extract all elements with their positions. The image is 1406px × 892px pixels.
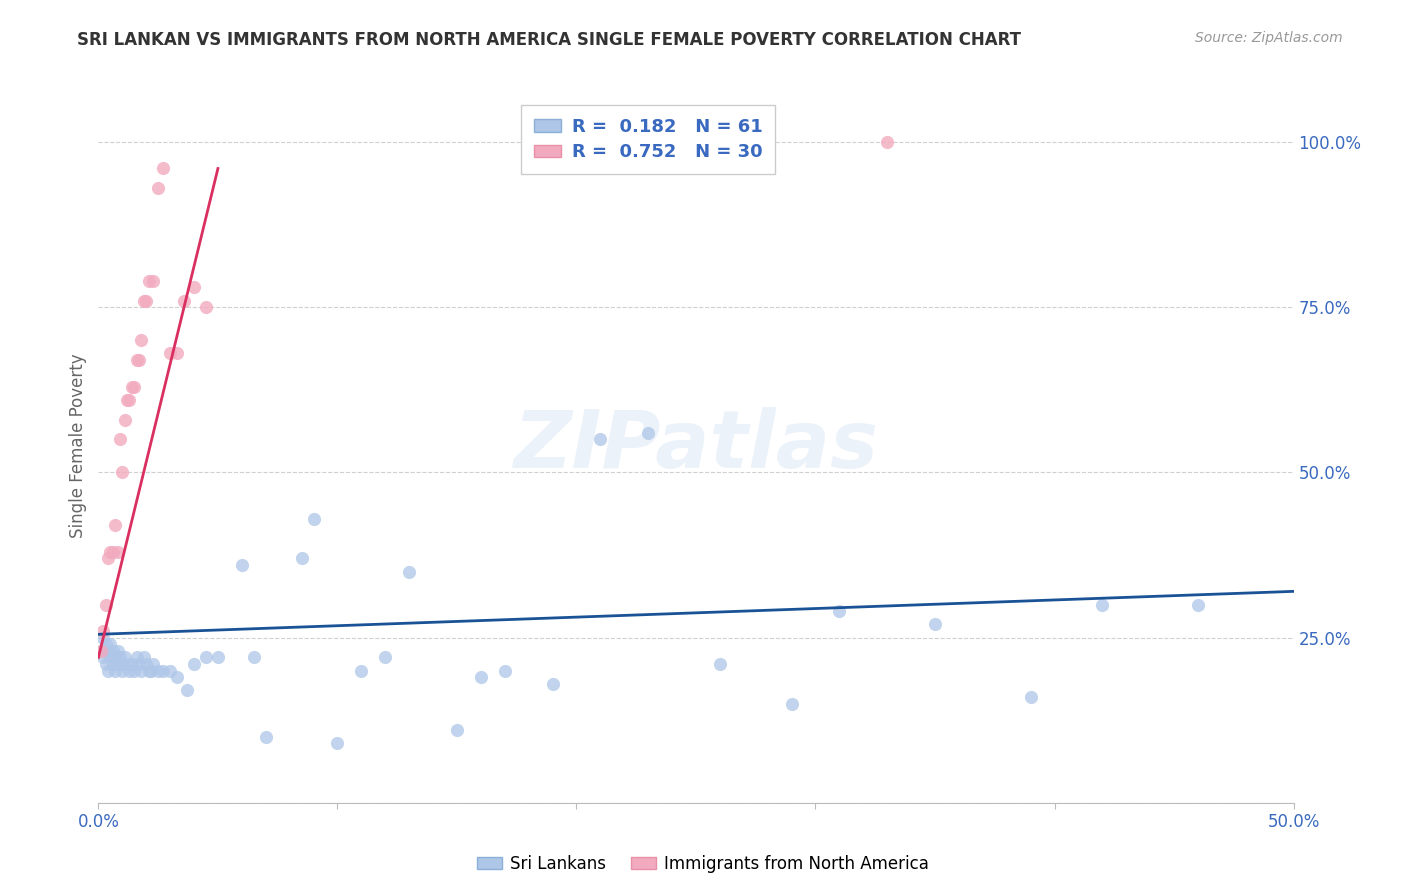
Point: [589, 433, 612, 447]
Point: [1187, 598, 1209, 612]
Y-axis label: Single Female Poverty: Single Female Poverty: [69, 354, 87, 538]
Point: [104, 518, 127, 533]
Point: [159, 346, 181, 360]
Point: [207, 650, 229, 665]
Point: [637, 425, 659, 440]
Point: [494, 664, 516, 678]
Point: [828, 604, 851, 618]
Text: Source: ZipAtlas.com: Source: ZipAtlas.com: [1195, 31, 1343, 45]
Point: [98, 545, 122, 559]
Point: [121, 657, 143, 671]
Point: [148, 181, 170, 195]
Point: [173, 293, 195, 308]
Point: [128, 353, 150, 368]
Point: [924, 617, 946, 632]
Point: [101, 644, 124, 658]
Point: [111, 466, 134, 480]
Point: [91, 631, 114, 645]
Point: [98, 637, 122, 651]
Point: [195, 300, 218, 314]
Point: [128, 657, 150, 671]
Point: [350, 664, 373, 678]
Point: [166, 670, 188, 684]
Point: [114, 650, 136, 665]
Point: [470, 670, 492, 684]
Point: [152, 161, 174, 176]
Point: [108, 433, 131, 447]
Point: [91, 650, 114, 665]
Point: [132, 293, 155, 308]
Point: [138, 664, 160, 678]
Point: [166, 346, 188, 360]
Point: [135, 293, 157, 308]
Point: [90, 644, 112, 658]
Point: [124, 379, 146, 393]
Point: [114, 412, 136, 426]
Point: [138, 274, 160, 288]
Point: [152, 664, 174, 678]
Point: [118, 392, 141, 407]
Point: [176, 683, 198, 698]
Point: [159, 664, 181, 678]
Text: ZIPatlas: ZIPatlas: [513, 407, 879, 485]
Point: [125, 353, 148, 368]
Point: [107, 657, 129, 671]
Point: [254, 730, 277, 744]
Point: [1019, 690, 1042, 704]
Point: [131, 333, 153, 347]
Point: [121, 379, 143, 393]
Point: [231, 558, 253, 572]
Point: [326, 736, 349, 750]
Point: [398, 565, 420, 579]
Point: [115, 657, 138, 671]
Point: [118, 664, 141, 678]
Point: [101, 545, 124, 559]
Point: [94, 598, 117, 612]
Point: [94, 657, 117, 671]
Point: [302, 511, 325, 525]
Point: [195, 650, 218, 665]
Point: [243, 650, 266, 665]
Point: [107, 545, 129, 559]
Point: [97, 664, 120, 678]
Text: SRI LANKAN VS IMMIGRANTS FROM NORTH AMERICA SINGLE FEMALE POVERTY CORRELATION CH: SRI LANKAN VS IMMIGRANTS FROM NORTH AMER…: [77, 31, 1021, 49]
Point: [91, 624, 114, 638]
Point: [541, 677, 564, 691]
Point: [183, 657, 205, 671]
Point: [183, 280, 205, 294]
Point: [107, 644, 129, 658]
Point: [98, 650, 122, 665]
Point: [97, 644, 120, 658]
Point: [148, 664, 170, 678]
Point: [709, 657, 731, 671]
Point: [142, 657, 165, 671]
Legend: Sri Lankans, Immigrants from North America: Sri Lankans, Immigrants from North Ameri…: [470, 848, 936, 880]
Point: [94, 637, 117, 651]
Point: [125, 650, 148, 665]
Point: [124, 664, 146, 678]
Point: [780, 697, 803, 711]
Point: [135, 657, 157, 671]
Legend: R =  0.182   N = 61, R =  0.752   N = 30: R = 0.182 N = 61, R = 0.752 N = 30: [522, 105, 775, 174]
Point: [876, 135, 898, 149]
Point: [374, 650, 396, 665]
Point: [1091, 598, 1114, 612]
Point: [97, 551, 120, 566]
Point: [142, 274, 165, 288]
Point: [104, 650, 127, 665]
Point: [111, 664, 134, 678]
Point: [446, 723, 468, 738]
Point: [101, 657, 124, 671]
Point: [111, 657, 134, 671]
Point: [108, 650, 131, 665]
Point: [132, 650, 155, 665]
Point: [104, 664, 127, 678]
Point: [115, 392, 138, 407]
Point: [90, 644, 112, 658]
Point: [131, 664, 153, 678]
Point: [139, 664, 162, 678]
Point: [291, 551, 314, 566]
